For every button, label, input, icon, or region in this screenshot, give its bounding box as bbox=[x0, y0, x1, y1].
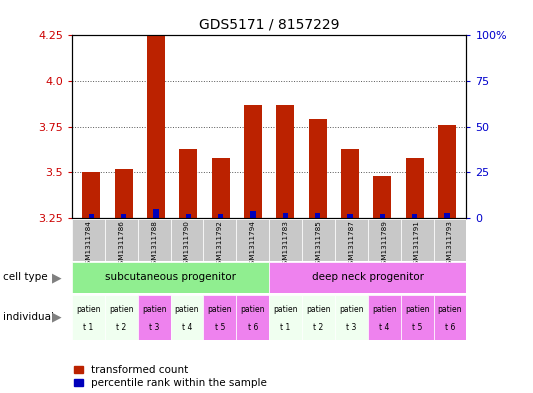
Text: GSM1311791: GSM1311791 bbox=[414, 220, 420, 269]
Bar bbox=[72, 262, 269, 293]
Bar bbox=[138, 219, 171, 261]
Text: individual: individual bbox=[3, 312, 54, 322]
Bar bbox=[401, 219, 433, 261]
Text: t 1: t 1 bbox=[280, 323, 290, 332]
Bar bbox=[244, 105, 262, 218]
Bar bbox=[154, 209, 159, 218]
Bar bbox=[401, 295, 433, 340]
Bar bbox=[269, 219, 302, 261]
Text: subcutaneous progenitor: subcutaneous progenitor bbox=[105, 272, 236, 283]
Bar bbox=[315, 213, 320, 218]
Bar bbox=[379, 215, 385, 218]
Text: patien: patien bbox=[76, 305, 101, 314]
Text: patien: patien bbox=[339, 305, 364, 314]
Bar bbox=[83, 173, 100, 218]
Bar bbox=[269, 262, 466, 293]
Text: GSM1311785: GSM1311785 bbox=[316, 220, 321, 269]
Bar bbox=[236, 295, 269, 340]
Bar bbox=[180, 149, 197, 218]
Text: patien: patien bbox=[208, 305, 232, 314]
Bar bbox=[368, 295, 401, 340]
Text: t 4: t 4 bbox=[182, 323, 192, 332]
Text: t 5: t 5 bbox=[412, 323, 422, 332]
Bar bbox=[72, 295, 105, 340]
Bar bbox=[445, 213, 450, 218]
Text: t 4: t 4 bbox=[379, 323, 390, 332]
Text: t 3: t 3 bbox=[346, 323, 357, 332]
Text: cell type: cell type bbox=[3, 272, 47, 283]
Bar bbox=[433, 295, 466, 340]
Text: GSM1311794: GSM1311794 bbox=[250, 220, 256, 269]
Text: t 2: t 2 bbox=[116, 323, 126, 332]
Text: deep neck progenitor: deep neck progenitor bbox=[312, 272, 424, 283]
Bar bbox=[368, 219, 401, 261]
Bar bbox=[406, 158, 424, 218]
Bar bbox=[212, 158, 230, 218]
Bar bbox=[251, 211, 256, 218]
Bar bbox=[115, 169, 133, 218]
Bar bbox=[433, 219, 466, 261]
Bar bbox=[302, 295, 335, 340]
Bar bbox=[335, 295, 368, 340]
Bar bbox=[171, 295, 204, 340]
Text: patien: patien bbox=[273, 305, 298, 314]
Bar bbox=[438, 125, 456, 218]
Text: patien: patien bbox=[142, 305, 166, 314]
Text: t 1: t 1 bbox=[83, 323, 93, 332]
Bar bbox=[88, 215, 94, 218]
Text: t 5: t 5 bbox=[215, 323, 225, 332]
Bar bbox=[335, 219, 368, 261]
Text: patien: patien bbox=[109, 305, 133, 314]
Text: GSM1311788: GSM1311788 bbox=[151, 220, 157, 269]
Bar bbox=[309, 119, 327, 218]
Text: t 6: t 6 bbox=[445, 323, 455, 332]
Bar bbox=[121, 215, 126, 218]
Bar bbox=[374, 176, 391, 218]
Bar bbox=[218, 215, 223, 218]
Bar bbox=[171, 219, 204, 261]
Bar bbox=[412, 215, 417, 218]
Bar bbox=[269, 295, 302, 340]
Bar bbox=[105, 219, 138, 261]
Text: GSM1311784: GSM1311784 bbox=[85, 220, 91, 269]
Bar bbox=[72, 219, 105, 261]
Bar bbox=[302, 219, 335, 261]
Text: GSM1311789: GSM1311789 bbox=[381, 220, 387, 269]
Text: GSM1311787: GSM1311787 bbox=[349, 220, 354, 269]
Bar bbox=[185, 215, 191, 218]
Text: patien: patien bbox=[405, 305, 429, 314]
Bar bbox=[236, 219, 269, 261]
Bar bbox=[105, 295, 138, 340]
Text: ▶: ▶ bbox=[52, 271, 62, 284]
Text: patien: patien bbox=[438, 305, 462, 314]
Text: GSM1311792: GSM1311792 bbox=[217, 220, 223, 269]
Bar bbox=[147, 35, 165, 218]
Text: GSM1311783: GSM1311783 bbox=[282, 220, 288, 269]
Title: GDS5171 / 8157229: GDS5171 / 8157229 bbox=[199, 17, 340, 31]
Bar bbox=[282, 213, 288, 218]
Text: t 2: t 2 bbox=[313, 323, 324, 332]
Bar bbox=[341, 149, 359, 218]
Bar bbox=[204, 219, 236, 261]
Text: GSM1311790: GSM1311790 bbox=[184, 220, 190, 269]
Bar bbox=[204, 295, 236, 340]
Text: patien: patien bbox=[175, 305, 199, 314]
Text: GSM1311786: GSM1311786 bbox=[118, 220, 124, 269]
Text: t 6: t 6 bbox=[247, 323, 258, 332]
Text: patien: patien bbox=[240, 305, 265, 314]
Text: patien: patien bbox=[306, 305, 330, 314]
Bar bbox=[277, 105, 294, 218]
Bar bbox=[348, 215, 353, 218]
Text: t 3: t 3 bbox=[149, 323, 159, 332]
Bar bbox=[138, 295, 171, 340]
Legend: transformed count, percentile rank within the sample: transformed count, percentile rank withi… bbox=[75, 365, 267, 388]
Text: GSM1311793: GSM1311793 bbox=[447, 220, 453, 269]
Text: ▶: ▶ bbox=[52, 311, 62, 324]
Text: patien: patien bbox=[372, 305, 397, 314]
